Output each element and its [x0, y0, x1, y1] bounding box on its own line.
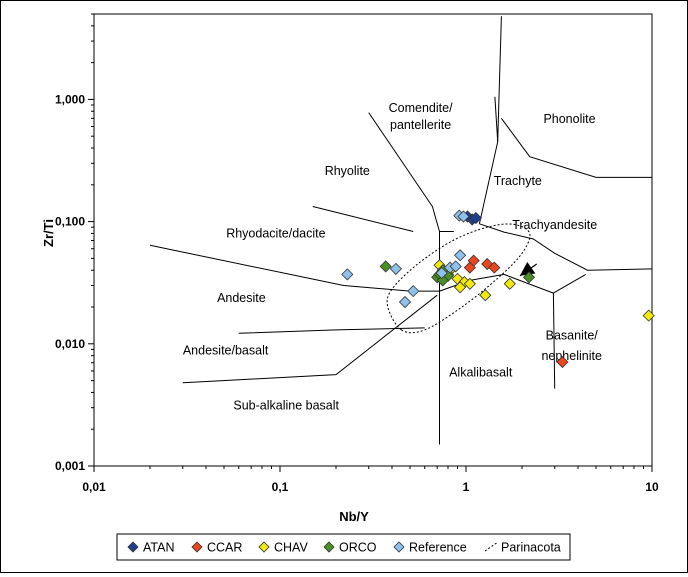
legend-marker-orco	[323, 541, 335, 553]
field-boundaries	[149, 16, 653, 445]
field-label: Alkalibasalt	[449, 366, 513, 380]
legend-marker-reference	[393, 541, 405, 553]
legend-label-chav: CHAV	[274, 541, 308, 555]
parinacota-ellipse-layer	[386, 223, 531, 334]
legend: ATAN CCAR CHAV ORCO Reference Parinacota	[116, 533, 571, 561]
y-tick-label: 0,100	[55, 215, 85, 229]
legend-marker-parinacota	[484, 541, 499, 552]
field-boundary-line	[494, 96, 499, 142]
plot-area	[93, 13, 653, 467]
data-point-ccar	[488, 261, 501, 274]
data-point-reference	[449, 260, 462, 273]
field-label: Andesite/basalt	[183, 343, 269, 357]
plot-frame	[93, 13, 653, 467]
field-label: nephelinite	[541, 349, 602, 363]
data-point-reference	[407, 285, 420, 298]
y-axis-title: Zr/Ti	[41, 219, 56, 247]
legend-marker-chav	[258, 541, 270, 553]
y-tick-label: 0,001	[55, 459, 85, 473]
legend-label-parinacota: Parinacota	[501, 541, 561, 555]
legend-label-atan: ATAN	[143, 541, 174, 555]
data-point-chav	[503, 277, 516, 290]
field-label: Rhyolite	[325, 164, 370, 178]
field-boundary-line	[149, 244, 440, 292]
data-point-chav	[454, 281, 467, 294]
field-label: Andesite	[217, 291, 266, 305]
field-label: Trachyandesite	[512, 218, 597, 232]
field-label: Rhyodacite/dacite	[226, 227, 325, 241]
field-label: pantellerite	[390, 118, 451, 132]
x-tick-label: 0,01	[82, 480, 106, 494]
y-axis-ticks: 0,001 0,010 0,100 1,000	[55, 13, 94, 473]
data-point-reference	[389, 262, 402, 275]
x-axis-ticks: 0,01 0,1 1 10	[82, 466, 659, 494]
parinacota-ellipse	[386, 223, 531, 334]
data-point-ccar	[556, 355, 569, 369]
field-labels: Comendite/pantellerite Phonolite Rhyolite T…	[183, 101, 602, 413]
legend-marker-ccar	[191, 541, 203, 553]
data-point-chav	[479, 289, 492, 302]
legend-label-reference: Reference	[409, 541, 467, 555]
field-boundary-line	[553, 273, 586, 294]
x-tick-label: 10	[645, 480, 659, 494]
field-boundary-line	[479, 223, 653, 271]
data-point-orco	[522, 271, 536, 284]
field-label: Comendite/	[389, 101, 453, 115]
data-point-reference	[398, 295, 412, 309]
legend-label-ccar: CCAR	[207, 541, 242, 555]
field-label: Trachyte	[494, 174, 542, 188]
field-label: Basanite/	[546, 329, 599, 343]
data-points	[341, 209, 655, 369]
data-point-orco	[379, 260, 392, 273]
data-point-chav	[463, 277, 476, 290]
data-point-reference	[457, 210, 470, 223]
field-label: Phonolite	[543, 112, 595, 126]
data-point-reference	[454, 249, 467, 262]
x-tick-label: 0,1	[272, 480, 289, 494]
field-boundary-line	[500, 118, 652, 178]
field-boundary-line	[368, 112, 433, 207]
field-boundary-line	[312, 206, 414, 232]
data-point-orco	[436, 274, 449, 287]
field-boundary-line	[182, 294, 438, 384]
y-tick-label: 1,000	[55, 92, 85, 106]
data-point-chav	[642, 309, 655, 322]
data-point-atan	[469, 211, 482, 225]
data-point-reference	[435, 266, 448, 280]
arrow-layer	[519, 262, 538, 277]
x-axis-title: Nb/Y	[339, 509, 369, 524]
y-tick-label: 0,010	[55, 337, 85, 351]
legend-marker-atan	[127, 541, 139, 553]
x-tick-label: 1	[463, 480, 470, 494]
arrow-head	[519, 262, 536, 276]
field-label: Sub-alkaline basalt	[233, 399, 339, 413]
data-point-ccar	[467, 254, 480, 267]
legend-label-orco: ORCO	[339, 541, 377, 555]
data-point-reference	[341, 268, 354, 281]
